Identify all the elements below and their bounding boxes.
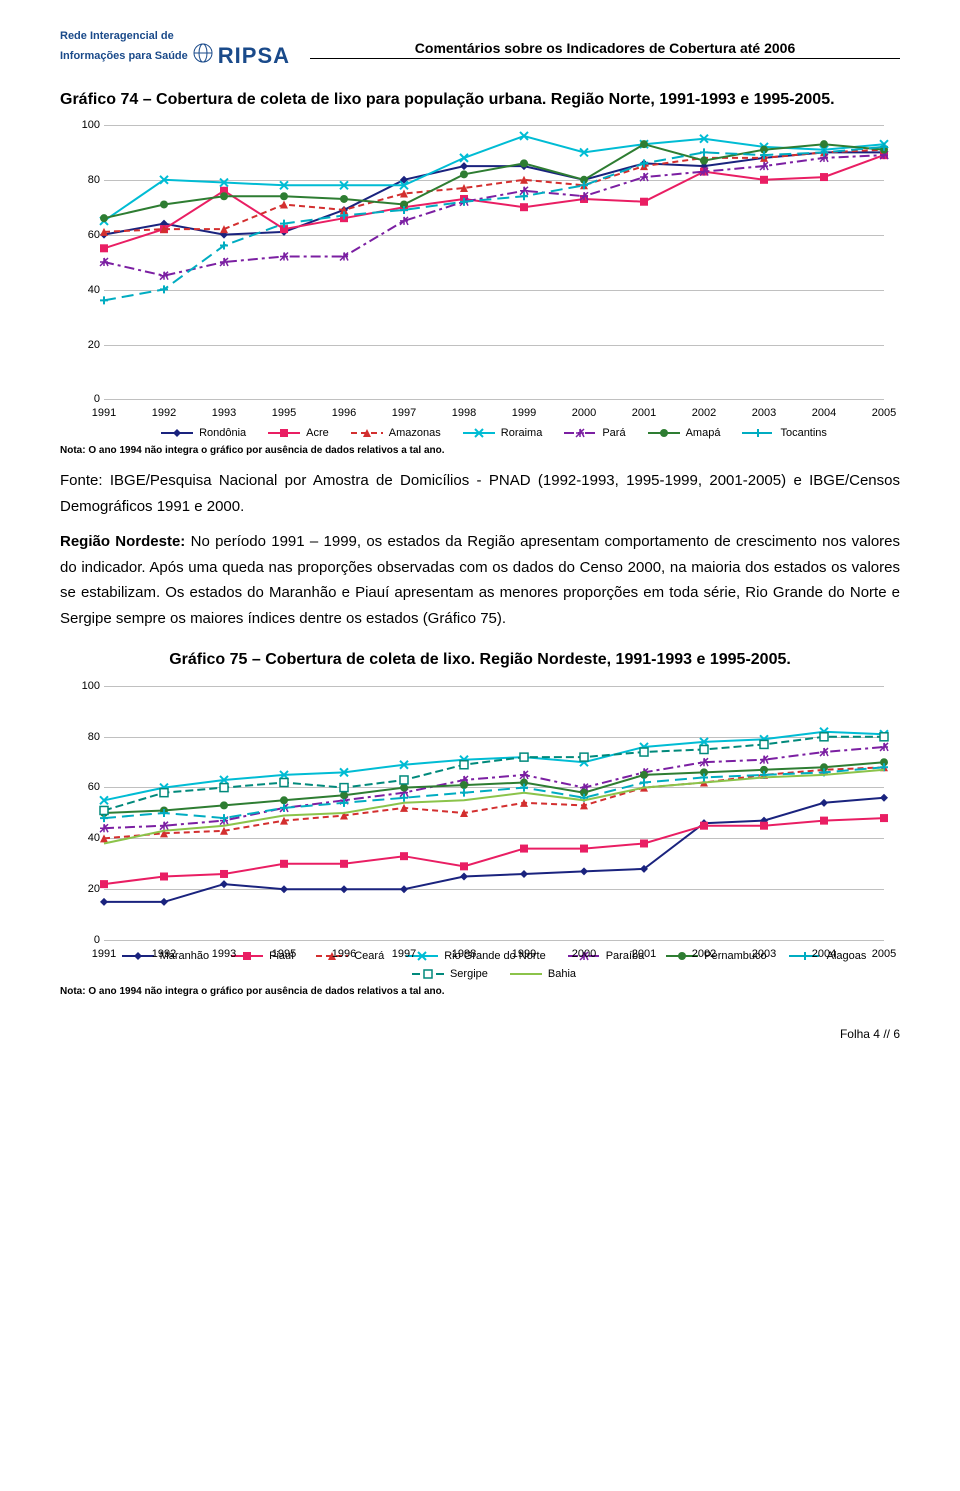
y-tick: 0 (70, 393, 100, 405)
x-tick: 1996 (332, 948, 356, 960)
y-tick: 20 (70, 883, 100, 895)
y-tick: 80 (70, 731, 100, 743)
x-tick: 2002 (692, 948, 716, 960)
legend-label: Pará (602, 427, 625, 439)
y-tick: 80 (70, 174, 100, 186)
x-tick: 2004 (812, 948, 836, 960)
logo-line1: Rede Interagencial de (60, 30, 290, 42)
x-tick: 2005 (872, 407, 896, 419)
chart75: MaranhãoPiauíCearáRio Grande do NortePar… (70, 680, 890, 980)
x-tick: 1998 (452, 407, 476, 419)
legend-label: Acre (306, 427, 329, 439)
x-tick: 2003 (752, 407, 776, 419)
legend-label: Bahia (548, 968, 576, 980)
legend-item: Roraima (463, 427, 543, 439)
y-tick: 0 (70, 934, 100, 946)
chart75-note: Nota: O ano 1994 não integra o gráfico p… (60, 986, 900, 997)
x-tick: 1992 (152, 948, 176, 960)
legend-item: Bahia (510, 968, 576, 980)
x-tick: 1991 (92, 407, 116, 419)
x-tick: 2001 (632, 948, 656, 960)
x-tick: 1997 (392, 948, 416, 960)
x-tick: 1998 (452, 948, 476, 960)
x-tick: 2002 (692, 407, 716, 419)
x-tick: 2000 (572, 948, 596, 960)
x-tick: 1995 (272, 407, 296, 419)
x-tick: 1993 (212, 407, 236, 419)
legend-item: Acre (268, 427, 329, 439)
page-header: Rede Interagencial de Informações para S… (60, 30, 900, 69)
legend-item: Tocantins (742, 427, 826, 439)
legend-label: Rondônia (199, 427, 246, 439)
paragraph-lead: Região Nordeste: (60, 533, 185, 550)
legend-label: Amapá (686, 427, 721, 439)
y-tick: 40 (70, 284, 100, 296)
logo-acronym: RIPSA (218, 43, 290, 69)
logo-line2: Informações para Saúde (60, 50, 188, 62)
legend-item: Amapá (648, 427, 721, 439)
y-tick: 100 (70, 119, 100, 131)
ripsa-logo: Rede Interagencial de Informações para S… (60, 30, 290, 69)
paragraph-body: No período 1991 – 1999, os estados da Re… (60, 533, 900, 627)
legend-label: Roraima (501, 427, 543, 439)
paragraph-nordeste: Região Nordeste: No período 1991 – 1999,… (60, 529, 900, 631)
legend-item: Pará (564, 427, 625, 439)
x-tick: 1995 (272, 948, 296, 960)
x-tick: 2005 (872, 948, 896, 960)
x-tick: 2004 (812, 407, 836, 419)
x-tick: 2001 (632, 407, 656, 419)
x-tick: 1992 (152, 407, 176, 419)
x-tick: 2000 (572, 407, 596, 419)
y-tick: 100 (70, 680, 100, 692)
legend-label: Tocantins (780, 427, 826, 439)
legend-item: Sergipe (412, 968, 488, 980)
y-tick: 40 (70, 832, 100, 844)
page-footer: Folha 4 // 6 (60, 1027, 900, 1041)
page: Rede Interagencial de Informações para S… (0, 0, 960, 1081)
x-tick: 1993 (212, 948, 236, 960)
chart74-title: Gráfico 74 – Cobertura de coleta de lixo… (60, 89, 900, 111)
header-subtitle: Comentários sobre os Indicadores de Cobe… (310, 40, 900, 59)
x-tick: 1999 (512, 948, 536, 960)
logo-globe-icon (192, 42, 214, 69)
chart74-note: Nota: O ano 1994 não integra o gráfico p… (60, 445, 900, 456)
chart74: Rondônia Acre Amazonas Roraima Pará Amapá Toca… (70, 119, 890, 439)
y-tick: 20 (70, 339, 100, 351)
chart74-source: Fonte: IBGE/Pesquisa Nacional por Amostr… (60, 468, 900, 519)
y-tick: 60 (70, 229, 100, 241)
x-tick: 1999 (512, 407, 536, 419)
y-tick: 60 (70, 781, 100, 793)
x-tick: 2003 (752, 948, 776, 960)
legend-label: Ceará (354, 950, 384, 962)
x-tick: 1991 (92, 948, 116, 960)
x-tick: 1997 (392, 407, 416, 419)
x-tick: 1996 (332, 407, 356, 419)
legend-label: Amazonas (389, 427, 441, 439)
legend-item: Amazonas (351, 427, 441, 439)
legend-item: Rondônia (161, 427, 246, 439)
chart75-title: Gráfico 75 – Cobertura de coleta de lixo… (60, 649, 900, 671)
legend-label: Sergipe (450, 968, 488, 980)
chart74-legend: Rondônia Acre Amazonas Roraima Pará Amapá Toca… (104, 427, 884, 439)
